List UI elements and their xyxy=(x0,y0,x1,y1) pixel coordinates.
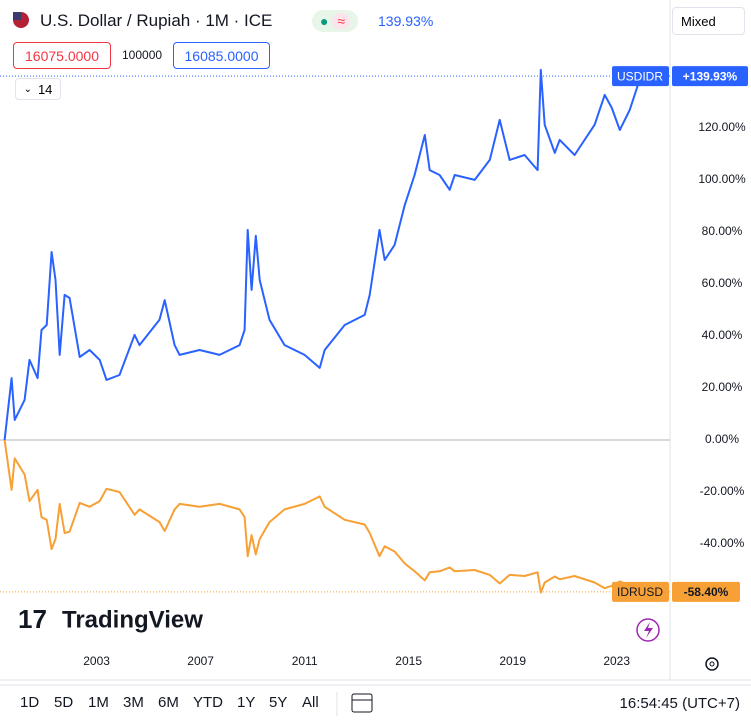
x-tick-label: 2011 xyxy=(292,654,318,668)
x-tick-label: 2023 xyxy=(603,654,630,668)
lightning-icon xyxy=(644,622,653,638)
y-tick-label: 80.00% xyxy=(702,224,743,238)
last-value-tag xyxy=(672,66,748,87)
last-value-label: -58.40% xyxy=(684,585,729,599)
range-button[interactable]: 3M xyxy=(123,694,144,711)
range-button[interactable]: All xyxy=(302,694,319,711)
indicator-toggle[interactable]: ⌄ 14 xyxy=(15,78,61,100)
x-tick-label: 2007 xyxy=(187,654,214,668)
range-button[interactable]: 1D xyxy=(20,694,40,711)
logo-text: TradingView xyxy=(62,606,203,633)
last-value-label: +139.93% xyxy=(683,69,738,83)
change-value: 139.93% xyxy=(378,13,434,29)
series-line xyxy=(3,439,645,594)
range-button[interactable]: 5D xyxy=(54,694,74,711)
logo-mark: 17 xyxy=(18,604,47,634)
range-button[interactable]: YTD xyxy=(193,694,223,711)
y-tick-label: 100.00% xyxy=(698,172,746,186)
symbol-title[interactable]: U.S. Dollar / Rupiah · 1M · ICE xyxy=(40,11,273,30)
indicator-length: 14 xyxy=(37,81,53,97)
ask-button[interactable]: 16085.0000 xyxy=(173,42,270,69)
range-button[interactable]: 5Y xyxy=(269,694,288,711)
bid-button[interactable]: 16075.0000 xyxy=(13,42,111,69)
clock: 16:54:45 (UTC+7) xyxy=(619,695,740,712)
series-name-tag xyxy=(612,66,669,87)
series-line xyxy=(3,68,646,441)
y-tick-label: 20.00% xyxy=(702,380,743,394)
range-button[interactable]: 1Y xyxy=(237,694,256,711)
spread: 100000 xyxy=(122,48,163,62)
lightning-button[interactable] xyxy=(636,618,660,642)
y-tick-label: 40.00% xyxy=(702,328,743,342)
settings-icon xyxy=(709,661,715,667)
y-tick-label: -40.00% xyxy=(700,536,745,550)
status-pill: ● ≈ xyxy=(312,10,358,32)
x-tick-label: 2015 xyxy=(395,654,422,668)
range-button[interactable]: 1M xyxy=(88,694,109,711)
date-range-button[interactable] xyxy=(351,693,373,713)
chevron: ⌄ xyxy=(23,83,32,95)
settings-button[interactable] xyxy=(705,657,719,671)
series-name-tag xyxy=(612,581,669,602)
y-tick-label: 120.00% xyxy=(698,120,746,134)
y-tick-label: 60.00% xyxy=(702,276,743,290)
x-tick-label: 2003 xyxy=(83,654,110,668)
scale-mode-button[interactable]: Mixed xyxy=(672,7,745,35)
y-tick-label: -20.00% xyxy=(700,484,745,498)
last-value-tag xyxy=(672,581,740,602)
range-button[interactable]: 6M xyxy=(158,694,179,711)
series-name: IDRUSD xyxy=(617,585,663,599)
flag-canton xyxy=(13,12,21,20)
y-tick-label: 0.00% xyxy=(705,432,739,446)
x-tick-label: 2019 xyxy=(499,654,526,668)
series-name: USDIDR xyxy=(617,69,663,83)
